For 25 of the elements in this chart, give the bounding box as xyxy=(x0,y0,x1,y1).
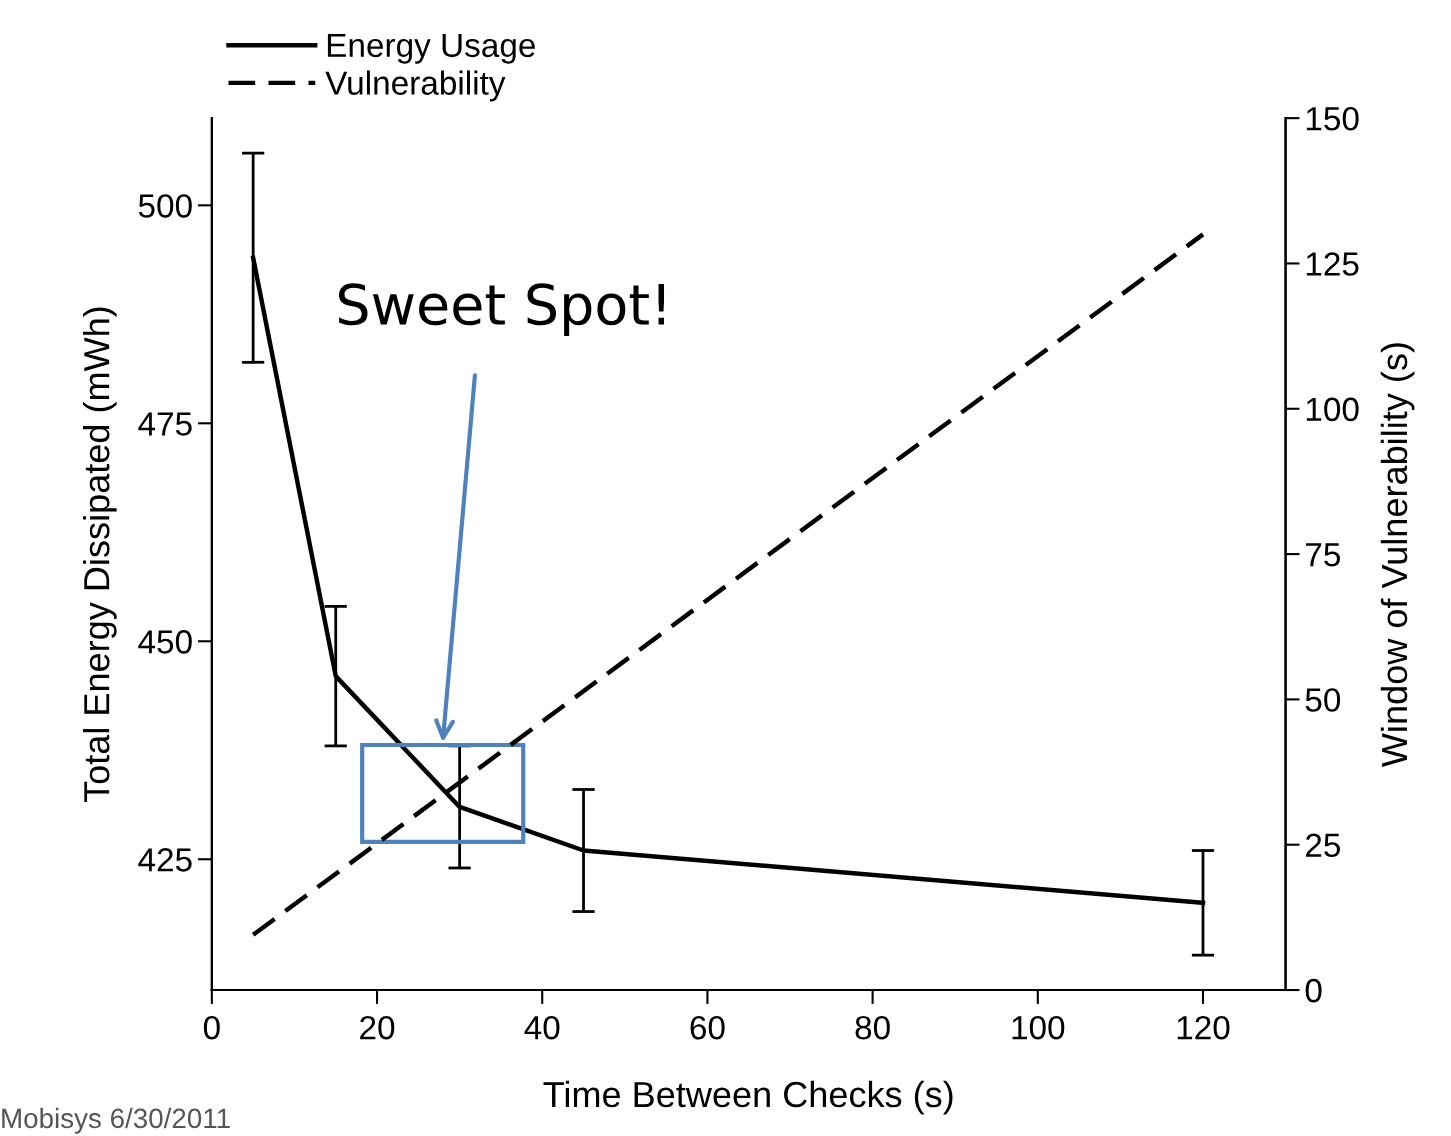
y-tick-label: 500 xyxy=(138,194,192,218)
y2-tick-label: 125 xyxy=(1306,252,1359,276)
y2-axis-title: Window of Vulnerability (s) xyxy=(1380,343,1415,767)
x-tick-label: 20 xyxy=(360,1015,395,1040)
legend-label: Energy Usage xyxy=(327,33,535,64)
annotation: Sweet Spot! xyxy=(338,283,665,337)
x-axis-title: Time Between Checks (s) xyxy=(543,1080,953,1115)
y-tick-label: 475 xyxy=(138,412,192,436)
y2-tick-label: 150 xyxy=(1306,106,1359,131)
y2-tick-label: 100 xyxy=(1306,397,1359,422)
x-tick-label: 100 xyxy=(1012,1015,1065,1040)
text: Mobisys 6/30/2011 xyxy=(2,1107,230,1134)
y2-tick-label: 0 xyxy=(1305,978,1322,1003)
y2-tick-label: 75 xyxy=(1306,543,1341,567)
y-axis-title: Total Energy Dissipated (mWh) xyxy=(82,307,117,803)
legend-label: Vulnerability xyxy=(325,70,506,102)
y-tick-label: 450 xyxy=(138,630,192,654)
x-tick-label: 40 xyxy=(524,1015,560,1040)
x-tick-label: 80 xyxy=(855,1015,890,1040)
y-tick-label: 425 xyxy=(138,848,192,872)
y2-tick-label: 50 xyxy=(1305,688,1341,712)
x-tick-label: 120 xyxy=(1177,1015,1230,1040)
x-tick-label: 0 xyxy=(203,1015,220,1040)
y2-tick-label: 25 xyxy=(1306,833,1341,858)
x-tick-label: 60 xyxy=(690,1015,725,1040)
